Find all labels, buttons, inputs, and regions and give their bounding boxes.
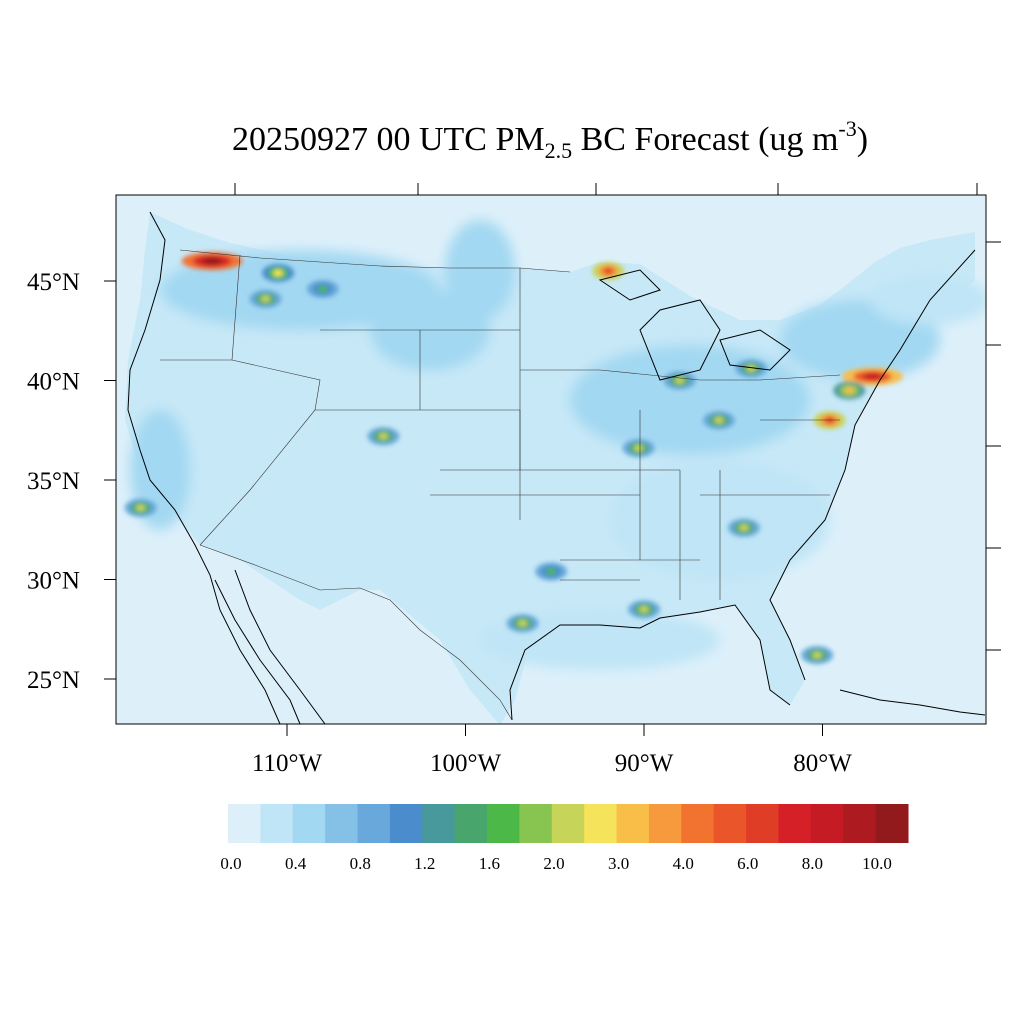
- colorbar-swatch-20: [875, 804, 909, 843]
- colorbar-swatch-19: [843, 804, 877, 843]
- colorbar-swatch-2: [292, 804, 326, 843]
- map-title: 20250927 00 UTC PM2.5 BC Forecast (ug m-…: [0, 118, 1024, 162]
- hotspot-indiana: [702, 411, 735, 430]
- lon-tick-label: 100°W: [430, 750, 501, 777]
- state-line-gulf: [560, 559, 700, 581]
- coastlines: [127, 211, 986, 724]
- gulf-coast: [509, 604, 791, 721]
- lat-tick-label: 45°N: [27, 269, 80, 296]
- hotspot-new-orleans: [628, 600, 660, 619]
- colorbar-swatch-0: [228, 804, 261, 843]
- colorbar-label: 2.0: [543, 854, 564, 873]
- colorbar-swatch-17: [778, 804, 812, 843]
- colorbar: 0.0 0.4 0.8 1.2 1.6 2.0 3.0 4.0 6.0 8.0 10.0: [220, 804, 909, 873]
- colorbar-swatch-7: [454, 804, 488, 843]
- colorbar-label: 1.6: [479, 854, 500, 873]
- hotspot-los-angeles: [124, 498, 157, 517]
- colorbar-label: 4.0: [673, 854, 694, 873]
- hotspot-montana-east: [306, 279, 339, 298]
- lat-tick-label: 40°N: [27, 369, 80, 396]
- bahamas-cuba: [839, 689, 986, 716]
- colorbar-label: 3.0: [608, 854, 629, 873]
- colorbar-swatch-6: [422, 804, 456, 843]
- hotspot-upper-michigan: [592, 262, 625, 281]
- atlantic-coast: [769, 249, 976, 681]
- colorbar-label: 0.4: [285, 854, 307, 873]
- title-prefix: 20250927 00 UTC PM: [231, 121, 545, 158]
- colorbar-swatch-13: [648, 804, 682, 843]
- hotspot-texas-coast: [506, 614, 539, 633]
- hotspot-western-montana: [262, 264, 295, 283]
- hotspot-florida: [801, 646, 834, 665]
- colorbar-label: 6.0: [737, 854, 758, 873]
- colorbar-label: 0.8: [350, 854, 371, 873]
- baja-peninsula: [214, 569, 326, 724]
- colorbar-swatch-10: [551, 804, 585, 843]
- hotspot-idaho-smoke: [181, 252, 243, 271]
- colorbar-swatch-18: [810, 804, 844, 843]
- colorbar-swatch-4: [357, 804, 391, 843]
- hotspot-philadelphia: [833, 381, 866, 400]
- colorbar-swatch-8: [487, 804, 520, 843]
- map-content: [53, 211, 986, 724]
- lon-tick-label: 90°W: [615, 750, 674, 777]
- colorbar-swatch-16: [746, 804, 779, 843]
- plume-northern-rockies: [160, 250, 440, 330]
- lon-tick-label: 110°W: [252, 750, 323, 777]
- map-frame: [115, 194, 987, 725]
- plume-dakotas: [445, 220, 515, 320]
- state-line-east: [599, 369, 841, 600]
- lon-tick-label: 80°W: [793, 750, 852, 777]
- hotspot-st-louis: [622, 439, 655, 458]
- plume-midwest: [570, 345, 810, 455]
- lat-tick-label: 35°N: [27, 468, 80, 495]
- title-middle: BC Forecast (ug m: [572, 121, 839, 158]
- colorbar-swatch-1: [260, 804, 294, 843]
- hotspot-detroit: [735, 359, 768, 378]
- hotspot-atlanta: [727, 518, 760, 537]
- colorbar-swatch-14: [681, 804, 715, 843]
- colorbar-swatch-3: [325, 804, 359, 843]
- hotspot-oregon-coast: [53, 322, 85, 340]
- hotspot-sf-bay: [57, 421, 89, 439]
- land-outline-us: [125, 212, 975, 724]
- plume-gulf: [480, 610, 720, 670]
- colorbar-swatch-12: [616, 804, 650, 843]
- colorbar-swatch-15: [713, 804, 747, 843]
- political-boundaries: [160, 249, 841, 721]
- hotspot-new-york: [842, 367, 903, 386]
- us-canada-border: [179, 249, 571, 273]
- colorbar-label: 10.0: [862, 854, 892, 873]
- axes: 110°W 100°W 90°W 80°W 45°N 40°N 35°N 30°N 25°N: [27, 183, 1001, 777]
- title-superscript: -3: [838, 116, 857, 141]
- hotspot-chicago: [663, 371, 696, 390]
- state-line-central: [430, 268, 680, 520]
- colorbar-label: 1.2: [414, 854, 435, 873]
- plume-atlantic: [870, 275, 986, 325]
- pacific-coast: [127, 211, 281, 724]
- colorbar-label: 8.0: [802, 854, 823, 873]
- us-mexico-border: [199, 544, 513, 721]
- lat-tick-label: 30°N: [27, 568, 80, 595]
- colorbar-swatch-11: [584, 804, 618, 843]
- colorbar-swatch-9: [519, 804, 553, 843]
- hotspot-houston: [535, 562, 568, 581]
- great-lakes: [598, 269, 791, 381]
- colorbar-swatch-5: [389, 804, 423, 843]
- hotspot-idaho-south: [249, 289, 282, 308]
- colorbar-label: 0.0: [220, 854, 241, 873]
- title-subscript: 2.5: [544, 138, 573, 163]
- title-suffix: ): [856, 121, 869, 158]
- hotspot-denver: [367, 427, 400, 446]
- lat-tick-label: 25°N: [27, 667, 80, 694]
